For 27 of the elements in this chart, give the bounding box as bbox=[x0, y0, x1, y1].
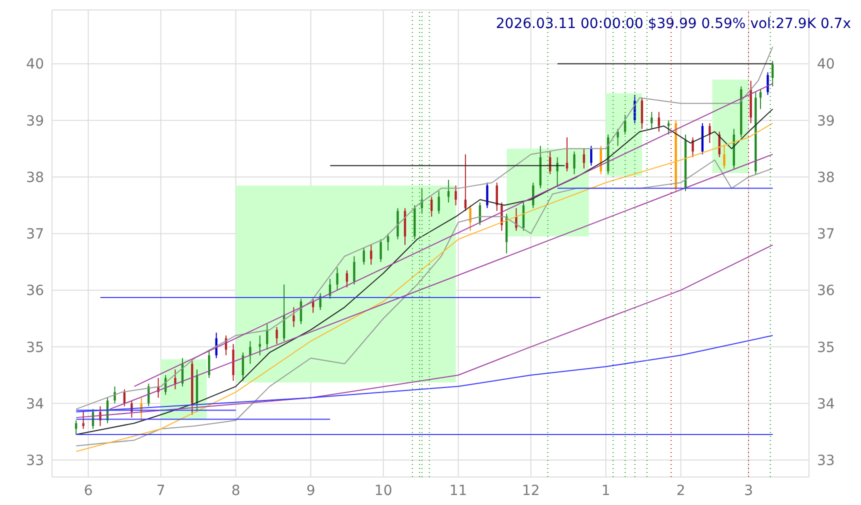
x-tick-label: 10 bbox=[374, 482, 392, 499]
y2-tick-label: 38 bbox=[817, 170, 835, 186]
y2-tick-label: 36 bbox=[817, 283, 835, 300]
x-tick-label: 12 bbox=[522, 482, 540, 499]
x-tick-label: 7 bbox=[156, 482, 166, 499]
y2-tick-label: 37 bbox=[817, 226, 835, 243]
y-tick-label: 33 bbox=[26, 452, 44, 469]
y-tick-label: 36 bbox=[26, 283, 44, 300]
y-tick-label: 40 bbox=[26, 56, 44, 73]
y-tick-label: 37 bbox=[26, 226, 44, 243]
x-tick-label: 6 bbox=[84, 482, 93, 499]
x-tick-label: 2 bbox=[676, 482, 686, 499]
x-tick-label: 3 bbox=[744, 482, 753, 499]
y2-tick-label: 34 bbox=[817, 396, 835, 412]
y2-tick-label: 39 bbox=[817, 113, 835, 130]
y2-tick-label: 33 bbox=[817, 452, 835, 469]
y-tick-label: 34 bbox=[26, 396, 44, 412]
y2-tick-label: 40 bbox=[817, 56, 835, 73]
y2-tick-label: 35 bbox=[817, 340, 835, 356]
x-tick-label: 1 bbox=[601, 482, 610, 499]
text: 2026.03.11 00:00:00 $39.99 0.59% vol:27.9K 0.7x bbox=[496, 16, 851, 32]
x-tick-label: 11 bbox=[449, 482, 468, 499]
y-tick-label: 38 bbox=[26, 170, 44, 186]
y-tick-label: 39 bbox=[26, 113, 44, 130]
x-tick-label: 8 bbox=[231, 482, 240, 499]
x-tick-label: 9 bbox=[306, 482, 316, 499]
y-tick-label: 35 bbox=[26, 340, 44, 356]
